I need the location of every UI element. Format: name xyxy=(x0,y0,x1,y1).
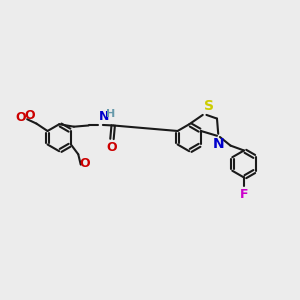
Text: O: O xyxy=(15,111,26,124)
Text: O: O xyxy=(80,157,90,170)
Text: H: H xyxy=(106,109,115,119)
Text: N: N xyxy=(212,137,224,151)
Text: O: O xyxy=(24,110,34,122)
Text: O: O xyxy=(107,141,117,154)
Text: F: F xyxy=(240,188,248,201)
Text: N: N xyxy=(99,110,109,124)
Text: S: S xyxy=(204,99,214,113)
